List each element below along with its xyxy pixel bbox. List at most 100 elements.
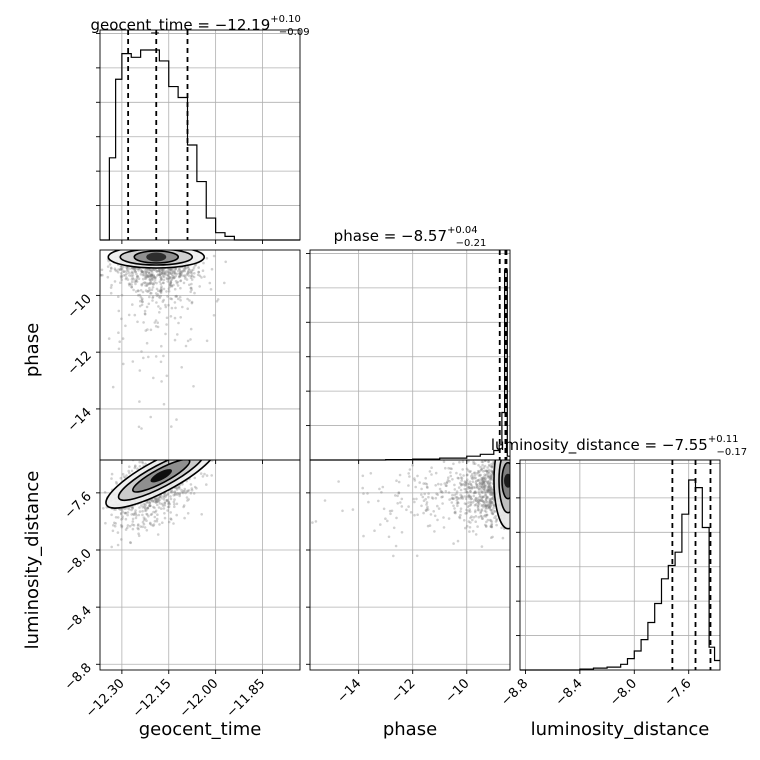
scatter-point [126,511,130,514]
scatter-point [150,274,153,278]
scatter-point [146,274,150,278]
scatter-point [484,496,488,499]
scatter-point [454,496,458,499]
scatter-point [441,491,444,494]
scatter-point [477,474,481,477]
scatter-point [142,281,145,285]
scatter-point [455,502,459,505]
scatter-point [149,457,152,460]
scatter-point [154,511,157,514]
scatter-point [430,466,433,470]
scatter-point [487,483,491,486]
scatter-point [109,269,112,273]
scatter-point [488,506,491,510]
scatter-point [488,507,492,510]
scatter-point [480,460,484,464]
scatter-point [134,279,138,283]
scatter-point [157,289,160,293]
scatter-point [427,492,430,495]
scatter-point [148,500,152,504]
scatter-point [475,483,479,487]
scatter-point [477,508,480,511]
scatter-point [480,508,484,511]
scatter-point [153,321,157,324]
scatter-point [189,276,193,280]
scatter-point [170,285,174,288]
scatter-point [490,493,494,496]
scatter-point [461,496,464,499]
scatter-point [110,267,113,270]
scatter-point [170,306,174,310]
scatter-point [172,276,175,280]
scatter-point [483,460,487,463]
scatter-point [169,497,173,501]
scatter-point [489,476,492,479]
scatter-point [114,508,117,511]
scatter-point [341,509,344,513]
scatter-point [142,271,145,274]
scatter-point [150,277,154,281]
y-tick-label: −7.6 [62,489,95,522]
scatter-point [478,474,482,477]
scatter-point [135,280,139,283]
scatter-point [144,509,147,513]
scatter-point [126,526,129,530]
scatter-point [480,497,484,500]
scatter-point [152,510,155,514]
scatter-point [205,483,208,486]
scatter-point [209,288,213,291]
scatter-point [186,499,189,502]
scatter-point [156,321,159,325]
scatter-point [427,495,430,499]
scatter-point [124,270,128,273]
scatter-point [473,504,477,507]
scatter-point [140,282,143,286]
scatter-point [479,451,482,454]
scatter-point [143,275,147,279]
scatter-point [167,502,170,506]
scatter-point [148,504,151,508]
scatter-point [446,478,450,482]
scatter-point [479,445,482,448]
scatter-point [464,502,468,506]
scatter-point [469,483,473,486]
scatter-point [159,307,162,310]
scatter-point [148,501,151,505]
scatter-point [480,499,484,502]
scatter-point [166,274,170,277]
scatter-point [482,504,486,507]
scatter-point [138,506,141,509]
scatter-point [120,512,123,516]
scatter-point [488,488,492,491]
scatter-point [488,451,491,454]
scatter-point [130,469,134,473]
scatter-point [485,504,488,508]
scatter-point [184,275,187,279]
scatter-point [469,516,472,520]
scatter-point [420,493,423,496]
scatter-point [431,497,435,500]
scatter-point [444,484,448,487]
scatter-point [163,271,167,275]
scatter-point [351,508,355,511]
scatter-point [483,464,487,468]
scatter-point [490,536,493,539]
scatter-point [169,281,172,285]
scatter-point [420,504,423,508]
scatter-point [367,500,370,504]
scatter-point [145,501,149,505]
scatter-point [140,283,144,287]
scatter-point [117,268,120,271]
scatter-point [489,519,493,522]
scatter-point [481,460,485,464]
scatter-point [162,269,166,272]
scatter-point [475,479,478,483]
scatter-point [163,270,167,274]
scatter-point [157,305,160,308]
scatter-point [470,473,474,476]
scatter-point [149,274,153,278]
scatter-point [117,309,121,313]
scatter-point [119,476,123,480]
scatter-point [109,266,113,270]
scatter-point [124,511,128,515]
